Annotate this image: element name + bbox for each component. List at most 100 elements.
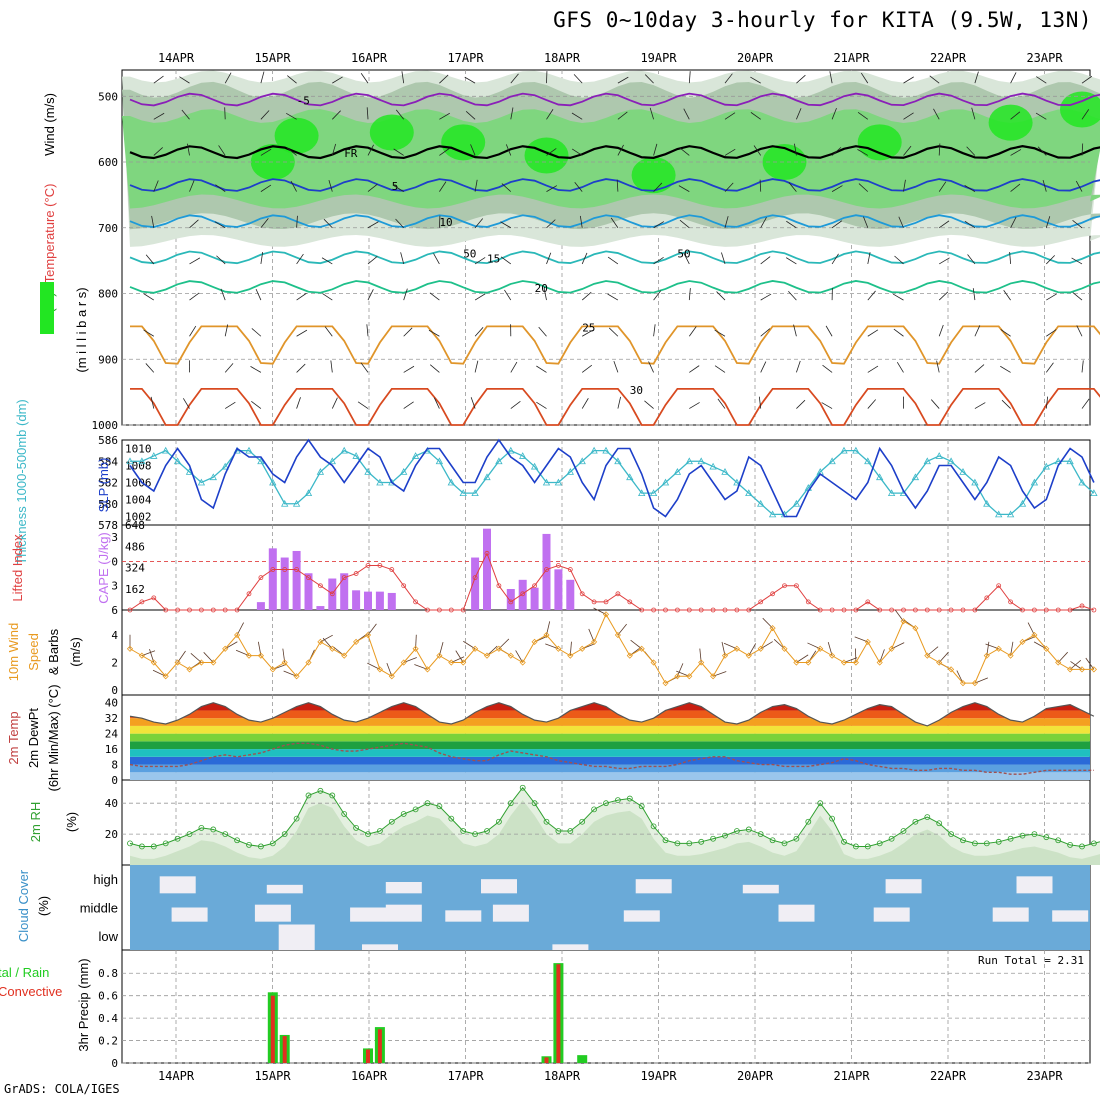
cape-tick-label: 324 [125, 562, 145, 575]
thickness-point [257, 457, 265, 465]
date-label-bottom: 19APR [640, 1069, 677, 1083]
wind-barb [688, 71, 691, 84]
lifted-index-point [175, 607, 181, 613]
wind-barb [216, 255, 226, 265]
cape-bar [364, 591, 372, 610]
wind-barb [321, 257, 333, 265]
wind-barb [653, 143, 658, 156]
wind-speed-point [710, 673, 717, 680]
wind-barb [1072, 292, 1083, 301]
cape-bar [256, 602, 265, 610]
rh2m-point [341, 811, 348, 817]
lifted-index-point [556, 563, 561, 568]
pressure-tick-label: 900 [98, 353, 118, 366]
rh2m-point [757, 831, 764, 837]
wind-barb-10m [322, 637, 333, 650]
cape-ylabel: CAPE (J/kg) [96, 532, 111, 604]
thickness-point [578, 457, 586, 465]
lifted-index-point [603, 599, 609, 605]
wind-barb-10m [1027, 622, 1035, 636]
wind-barb-10m [891, 642, 905, 650]
pressure-tick-label: 1000 [92, 419, 119, 432]
wind-barb [214, 221, 226, 229]
wind-speed-point [733, 645, 740, 652]
rh2m-point [365, 831, 371, 837]
wind-speed-point [281, 659, 288, 666]
thickness-point [245, 446, 253, 454]
cape-bar [554, 569, 563, 610]
wind-barb [546, 148, 557, 156]
cape-tick-label: 648 [125, 519, 145, 532]
date-label-bottom: 15APR [254, 1069, 291, 1083]
temp-contour-line [129, 92, 1100, 107]
wind-barb [1071, 257, 1083, 265]
lifted-index-point [758, 599, 764, 605]
rh-moist-patch [988, 104, 1033, 141]
wind-speed-point [983, 652, 990, 659]
rh2m-point [162, 840, 169, 847]
wind-barb [536, 401, 547, 409]
wind-speed-point [769, 625, 776, 632]
temp-tick-label: 40 [105, 697, 118, 710]
temp-contour-line [129, 145, 1100, 160]
wind-barb [360, 73, 369, 84]
lifted-index-point [436, 607, 442, 613]
wind-barb [689, 402, 700, 409]
rh2m-point [424, 800, 431, 807]
wind-barb [500, 256, 512, 265]
wind-barb [1081, 75, 1093, 84]
wind-speed-point [995, 645, 1002, 652]
rh2m-point [626, 795, 633, 802]
wind-barb [822, 364, 833, 373]
wind-barb [724, 216, 729, 228]
wind-barb-10m [593, 607, 607, 615]
wind-barb [429, 364, 440, 373]
lifted-index-point [508, 599, 514, 605]
temp-band [130, 749, 1090, 757]
wind-barb [683, 253, 690, 265]
wind-barb [179, 76, 190, 84]
wind-speed-point [257, 652, 264, 659]
wind-barb [683, 108, 690, 120]
lifted-index-point [960, 607, 966, 613]
wind-barb [251, 328, 262, 337]
wind-speed-point [912, 625, 919, 632]
cross-section-ylabel-part: Wind (m/s) [42, 93, 57, 156]
rh2m-point [698, 838, 705, 845]
wind-barb [644, 400, 654, 409]
wind-barb [893, 328, 904, 337]
wind-barb-10m [807, 642, 821, 650]
lifted-index-point [448, 607, 454, 613]
wind-barb [788, 182, 797, 192]
wind-barb [933, 108, 940, 120]
wind-barb [573, 74, 583, 84]
wind-barb [1003, 290, 1011, 301]
date-label-top: 23APR [1026, 51, 1063, 65]
rh2m-point [900, 828, 907, 834]
wind-ylabel-part: 10m Wind [6, 623, 21, 682]
wind-barb [331, 397, 338, 409]
thickness-point [852, 446, 860, 454]
wind-barb-10m [203, 652, 214, 663]
lifted-index-point [746, 607, 752, 613]
wind-speed-point [555, 645, 562, 652]
wind-barb-10m [760, 641, 773, 650]
wind-barb [367, 289, 374, 301]
lifted-index-point [913, 607, 918, 613]
wind-speed-point [757, 645, 764, 652]
wind-barb [1009, 251, 1011, 264]
lifted-index-point [1020, 607, 1025, 613]
wind-barb [1010, 216, 1017, 228]
wind-barb [857, 149, 869, 156]
cape-panel [121, 524, 1091, 611]
wind-barb [1081, 398, 1090, 409]
rh2m-point [722, 832, 728, 839]
wind-barb [357, 401, 369, 409]
slp-tick-label: 1006 [125, 477, 152, 490]
rh2m-point [1079, 843, 1085, 850]
wind-barb [938, 143, 941, 156]
wind-barb [1045, 362, 1054, 373]
wind-barb [1076, 325, 1083, 337]
thickness-point [792, 499, 801, 507]
cloud-level-label: middle [80, 901, 118, 916]
